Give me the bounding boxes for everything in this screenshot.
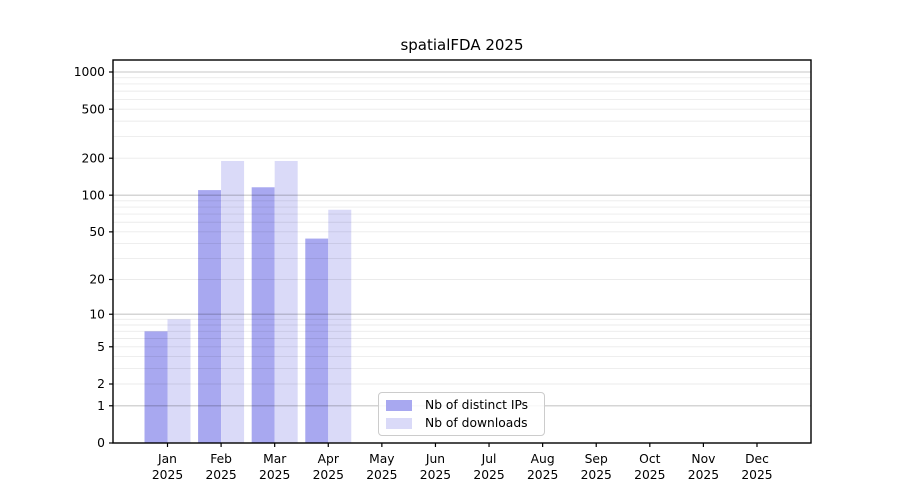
y-axis-tick-label: 5 [97, 340, 105, 354]
bar-downloads-apr [328, 209, 352, 443]
x-axis-tick-label: Jan 2025 [152, 452, 183, 482]
y-axis-tick-label: 1000 [74, 65, 105, 79]
x-axis-tick-label: Nov 2025 [688, 452, 719, 482]
axes-spines [112, 59, 812, 444]
y-axis-tick-label: 1 [97, 399, 105, 413]
bar-downloads-jan [167, 319, 191, 443]
y-axis-tick-label: 2 [97, 377, 105, 391]
legend-label-downloads: Nb of downloads [425, 416, 528, 430]
x-axis-tick-label: Dec 2025 [741, 452, 772, 482]
legend-label-distinct-ips: Nb of distinct IPs [425, 398, 529, 412]
legend: Nb of distinct IPs Nb of downloads [378, 392, 545, 436]
y-axis-tick-label: 200 [82, 151, 105, 165]
x-axis-tick-label: Sep 2025 [581, 452, 612, 482]
chart-title: spatialFDA 2025 [400, 36, 524, 54]
bar-ips-mar [251, 187, 275, 443]
legend-swatch-distinct-ips [386, 399, 412, 411]
y-axis-tick-label: 500 [82, 102, 105, 116]
legend-swatch-downloads [386, 417, 412, 429]
x-axis-tick-label: Apr 2025 [313, 452, 344, 482]
x-axis-tick-label: Aug 2025 [527, 452, 558, 482]
x-axis-tick-label: Oct 2025 [634, 452, 665, 482]
legend-item-downloads: Nb of downloads [386, 416, 536, 430]
x-axis-tick-label: Jun 2025 [420, 452, 451, 482]
x-axis-tick-label: Mar 2025 [259, 452, 290, 482]
y-axis-tick-label: 20 [89, 273, 105, 287]
x-axis-tick-label: Jul 2025 [473, 452, 504, 482]
bar-downloads-feb [221, 160, 245, 443]
bar-ips-feb [198, 190, 222, 443]
x-axis-tick-label: May 2025 [366, 452, 397, 482]
y-axis-tick-label: 100 [82, 188, 105, 202]
legend-item-distinct-ips: Nb of distinct IPs [386, 398, 536, 412]
x-axis-tick-label: Feb 2025 [205, 452, 236, 482]
y-axis-tick-label: 10 [89, 307, 105, 321]
y-axis-tick-label: 50 [89, 225, 105, 239]
bar-downloads-mar [274, 160, 298, 443]
y-axis-tick-label: 0 [97, 436, 105, 450]
bar-ips-apr [305, 238, 329, 443]
bar-ips-jan [144, 331, 168, 443]
